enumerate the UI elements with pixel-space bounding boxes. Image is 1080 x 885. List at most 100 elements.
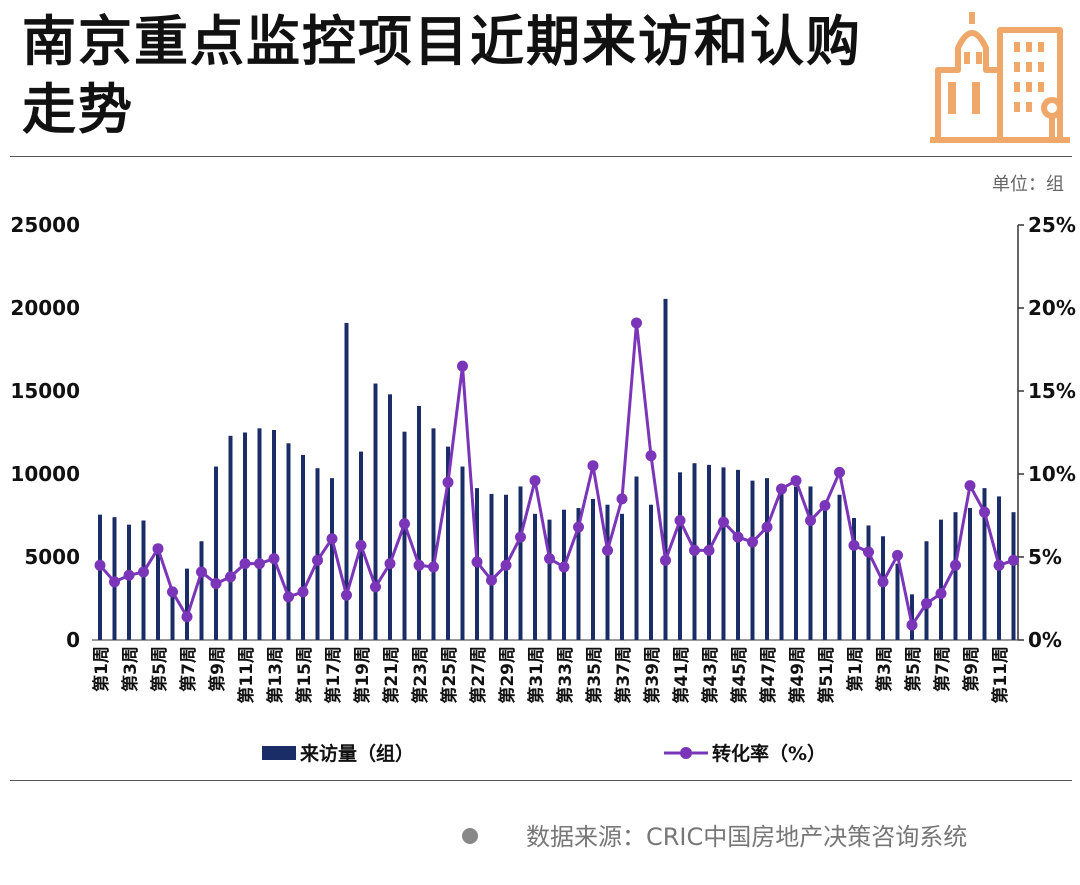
x-tick-label: 第49周: [787, 646, 808, 704]
conversion-rate-point: [254, 558, 265, 570]
conversion-rate-point: [225, 571, 236, 583]
conversion-rate-point: [587, 460, 599, 472]
page-title: 南京重点监控项目近期来访和认购走势: [22, 10, 862, 141]
conversion-rate-point: [979, 506, 990, 518]
visits-bar: [518, 486, 523, 640]
conversion-rate-point: [732, 531, 744, 543]
visits-bar: [576, 508, 581, 640]
visits-bar: [634, 476, 639, 640]
visits-bar: [373, 383, 378, 640]
x-tick-label: 第27周: [468, 646, 489, 704]
conversion-rate-point: [341, 589, 352, 601]
visits-bar: [127, 524, 131, 640]
visits-bar: [489, 493, 494, 640]
y-left-tick-label: 5000: [24, 545, 80, 569]
unit-label: 单位：组: [992, 174, 1064, 195]
legend-bar-swatch: [262, 746, 296, 760]
visits-bar: [605, 504, 610, 640]
x-tick-label: 第45周: [729, 646, 750, 704]
x-tick-label: 第11周: [236, 646, 257, 704]
x-tick-label: 第51周: [816, 646, 837, 704]
conversion-rate-point: [1008, 554, 1019, 566]
visits-bar: [257, 428, 262, 640]
y-right-tick-label: 0%: [1028, 628, 1062, 652]
conversion-rate-point: [718, 516, 729, 528]
visits-bar: [301, 454, 305, 640]
conversion-rate-point: [500, 559, 512, 571]
visits-bar: [823, 502, 827, 640]
conversion-rate-line: [98, 321, 1014, 627]
bullet-dot-icon: [462, 828, 478, 844]
visits-bar: [591, 498, 595, 640]
conversion-rate-point: [196, 566, 207, 578]
visits-bar: [736, 469, 740, 640]
conversion-rate-point: [239, 558, 251, 570]
visits-bar: [330, 478, 334, 640]
conversion-rate-point: [964, 480, 976, 492]
x-tick-label: 第7周: [932, 646, 953, 692]
x-tick-label: 第5周: [903, 646, 924, 692]
x-tick-label: 第3周: [120, 646, 141, 692]
visits-bar: [837, 494, 842, 640]
legend-line-marker: [680, 747, 692, 759]
visits-bar: [924, 541, 929, 640]
x-tick-label: 第29周: [497, 646, 518, 704]
conversion-rate-point: [863, 546, 874, 558]
visits-bar: [388, 394, 392, 640]
visits-bar: [446, 446, 450, 640]
x-tick-label: 第31周: [526, 646, 547, 704]
y-right-tick-label: 20%: [1028, 296, 1076, 320]
conversion-rate-point: [529, 475, 541, 487]
conversion-rate-point: [471, 556, 483, 568]
x-tick-label: 第25周: [439, 646, 460, 704]
visits-bar: [895, 563, 900, 640]
visits-bar: [214, 466, 218, 640]
conversion-rate-point: [413, 559, 425, 571]
visits-bar: [185, 568, 189, 640]
conversion-rate-point: [950, 559, 961, 571]
conversion-rate-point: [558, 561, 570, 573]
conversion-rate-point: [761, 521, 773, 533]
x-tick-label: 第23周: [410, 646, 431, 704]
conversion-rate-point: [283, 591, 294, 603]
visits-bar: [98, 514, 102, 640]
x-tick-label: 第11周: [990, 646, 1011, 704]
y-right-tick-label: 10%: [1028, 462, 1076, 486]
conversion-rate-point: [544, 553, 555, 565]
x-tick-label: 第15周: [294, 646, 315, 704]
conversion-rate-point: [138, 566, 149, 578]
x-tick-label: 第47周: [758, 646, 779, 704]
building-logo-icon: [930, 12, 1070, 143]
visits-bar: [533, 513, 537, 640]
visits-bar: [547, 519, 552, 640]
x-tick-label: 第19周: [352, 646, 373, 704]
x-tick-label: 第5周: [149, 646, 170, 692]
x-tick-label: 第3周: [874, 646, 895, 692]
conversion-rate-point: [268, 553, 280, 565]
conversion-rate-point: [312, 554, 323, 566]
conversion-rate-point: [805, 514, 816, 526]
y-left-tick-label: 15000: [10, 379, 80, 403]
conversion-rate-point: [355, 539, 367, 551]
visits-bar: [881, 536, 885, 640]
y-right-tick-label: 15%: [1028, 379, 1076, 403]
visits-bar: [460, 466, 465, 640]
visits-bar: [765, 478, 769, 640]
conversion-rate-point: [703, 544, 715, 556]
visits-bar: [953, 512, 958, 640]
visits-bar: [170, 590, 175, 640]
source-text: 数据来源：CRIC中国房地产决策咨询系统: [526, 823, 968, 851]
visits-bar: [620, 513, 624, 640]
y-left-tick-label: 20000: [10, 296, 80, 320]
visits-bar: [968, 508, 972, 640]
conversion-rate-point: [515, 531, 526, 543]
source-note: 数据来源：CRIC中国房地产决策咨询系统: [462, 817, 967, 852]
conversion-rate-point: [297, 586, 309, 598]
y-right-tick-label: 25%: [1028, 213, 1076, 237]
x-tick-label: 第41周: [671, 646, 692, 704]
visits-bar: [344, 322, 349, 640]
conversion-rate-point: [660, 554, 671, 566]
visits-bar: [272, 430, 276, 640]
visits-bar: [562, 509, 566, 640]
x-tick-label: 第13周: [265, 646, 286, 704]
